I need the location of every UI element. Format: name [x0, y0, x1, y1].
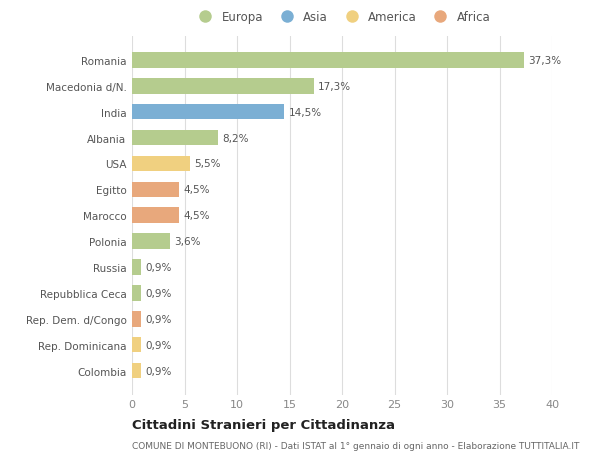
Text: 0,9%: 0,9% [146, 263, 172, 272]
Bar [132, 337, 142, 353]
Text: 4,5%: 4,5% [184, 185, 210, 195]
Text: 0,9%: 0,9% [146, 288, 172, 298]
Bar [132, 208, 179, 224]
Bar [132, 130, 218, 146]
Text: 3,6%: 3,6% [174, 236, 200, 246]
Bar [132, 311, 142, 327]
Bar [132, 285, 142, 301]
Text: 0,9%: 0,9% [146, 314, 172, 324]
Bar [132, 105, 284, 120]
Bar [132, 234, 170, 249]
Text: 0,9%: 0,9% [146, 366, 172, 376]
Bar [132, 157, 190, 172]
Text: 5,5%: 5,5% [194, 159, 220, 169]
Bar [132, 79, 314, 94]
Text: Cittadini Stranieri per Cittadinanza: Cittadini Stranieri per Cittadinanza [132, 418, 395, 431]
Text: COMUNE DI MONTEBUONO (RI) - Dati ISTAT al 1° gennaio di ogni anno - Elaborazione: COMUNE DI MONTEBUONO (RI) - Dati ISTAT a… [132, 441, 580, 450]
Text: 0,9%: 0,9% [146, 340, 172, 350]
Bar [132, 363, 142, 379]
Bar [132, 182, 179, 198]
Bar [132, 53, 524, 68]
Text: 8,2%: 8,2% [223, 133, 249, 143]
Legend: Europa, Asia, America, Africa: Europa, Asia, America, Africa [193, 11, 491, 24]
Bar [132, 260, 142, 275]
Text: 4,5%: 4,5% [184, 211, 210, 221]
Text: 17,3%: 17,3% [318, 82, 351, 91]
Text: 14,5%: 14,5% [289, 107, 322, 118]
Text: 37,3%: 37,3% [528, 56, 561, 66]
